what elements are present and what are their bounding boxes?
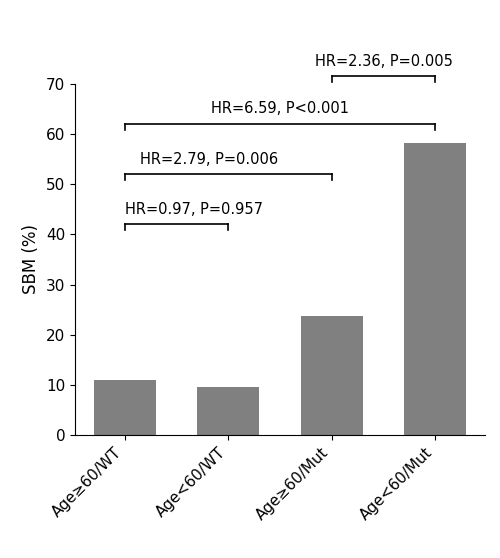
Bar	[197, 387, 260, 435]
Bar	[300, 316, 363, 435]
Y-axis label: SBM (%): SBM (%)	[22, 224, 40, 295]
Text: HR=0.97, P=0.957: HR=0.97, P=0.957	[124, 202, 262, 217]
Bar	[94, 380, 156, 435]
Text: HR=2.36, P=0.005: HR=2.36, P=0.005	[314, 54, 452, 69]
Text: HR=6.59, P<0.001: HR=6.59, P<0.001	[211, 102, 349, 117]
Bar	[404, 143, 466, 435]
Text: HR=2.79, P=0.006: HR=2.79, P=0.006	[140, 152, 278, 166]
